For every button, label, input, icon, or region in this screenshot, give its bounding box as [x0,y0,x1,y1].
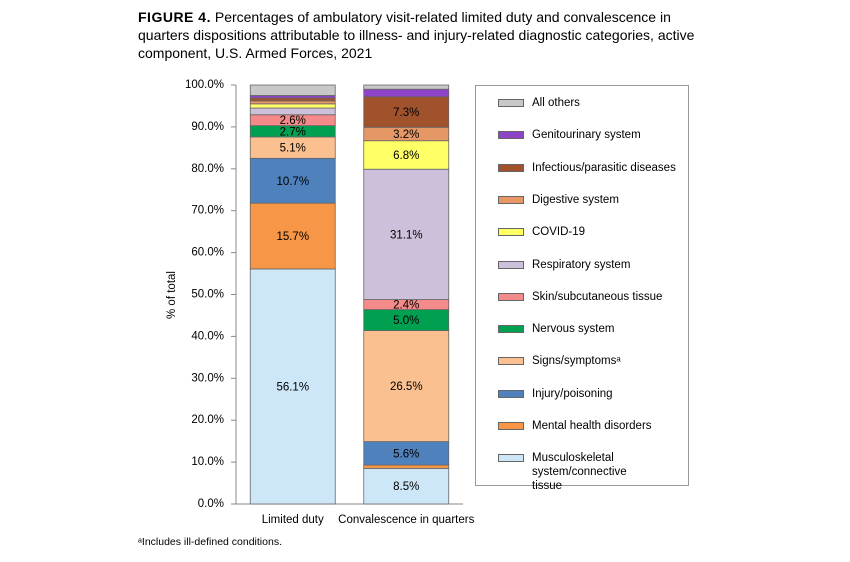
chart-title: Percentages of ambulatory visit-related … [138,9,695,61]
bar-segment [363,467,450,505]
legend-label: All others [532,97,580,109]
legend-label: Digestive system [532,193,619,206]
y-tick-label: 90.0% [191,121,224,133]
value-label: 31.1% [390,229,423,241]
value-label: 10.7% [276,176,309,188]
legend-label: Infectious/parasitic diseases [532,161,676,174]
y-tick-label: 20.0% [191,414,224,426]
legend-label: Signs/symptomsᵃ [532,355,621,368]
x-tick-label: Convalescence in quarters [338,514,474,526]
y-tick-label: 10.0% [191,456,224,468]
value-label: 2.7% [280,126,306,138]
bar-segment [363,168,450,300]
bar-segment [249,84,336,96]
value-label: 15.7% [276,231,309,243]
title-block: FIGURE 4. Percentages of ambulatory visi… [138,8,718,62]
bar-segment [249,97,336,102]
value-label: 2.6% [280,115,306,127]
value-label: 6.8% [393,150,419,162]
y-tick-label: 0.0% [198,498,224,510]
value-label: 26.5% [390,381,423,393]
figure-label: FIGURE 4. [138,9,211,25]
y-tick-label: 30.0% [191,372,224,384]
legend: Musculoskeletal system/connective tissue… [475,85,689,492]
legend-label: Respiratory system [532,258,631,271]
bar-segment [249,107,336,116]
value-label: 8.5% [393,481,419,493]
legend-label: Musculoskeletal system/connective tissue [532,452,627,493]
bar-segment [363,88,450,98]
legend-swatch [498,454,524,463]
legend-swatch [498,99,524,107]
footnote: ᵃIncludes ill-defined conditions. [138,536,282,548]
bar-segment [249,157,336,204]
bar-segment [363,330,450,442]
legend-swatch [498,163,524,172]
x-tick-label: Limited duty [262,514,324,526]
bar-segment [249,100,336,105]
value-label: 3.2% [393,129,419,141]
legend-swatch [498,325,524,334]
y-tick-label: 100.0% [185,79,224,91]
legend-label: Nervous system [532,323,615,336]
value-label: 5.1% [280,143,306,155]
legend-swatch [498,131,524,140]
legend-swatch [498,292,524,301]
bar-segment [249,103,336,109]
bar-segment [363,140,450,170]
legend-label: Skin/subcutaneous tissue [532,290,663,303]
legend-label: COVID-19 [532,226,586,239]
y-tick-label: 50.0% [191,289,224,301]
legend-swatch [498,260,524,269]
legend-label: Genitourinary system [532,129,641,142]
bar-segment [363,464,450,469]
legend-swatch [498,195,524,204]
legend-swatch [498,228,524,237]
legend-label: Injury/poisoning [532,387,613,400]
y-tick-label: 80.0% [191,163,224,175]
value-label: 7.3% [393,107,419,119]
value-label: 2.4% [393,300,419,312]
bar-segment [249,268,336,505]
y-tick-label: 60.0% [191,247,224,259]
value-label: 5.6% [393,448,419,460]
value-label: 5.0% [393,315,419,327]
y-axis-label: % of total [166,271,178,319]
y-tick-label: 70.0% [191,205,224,217]
legend-swatch [498,422,524,430]
bar-segment [249,202,336,270]
legend-swatch [498,389,524,398]
legend-swatch [498,357,524,366]
value-label: 56.1% [276,382,309,394]
bar-segment [363,84,450,90]
y-tick-label: 40.0% [191,330,224,342]
legend-label: Mental health disorders [532,420,652,432]
